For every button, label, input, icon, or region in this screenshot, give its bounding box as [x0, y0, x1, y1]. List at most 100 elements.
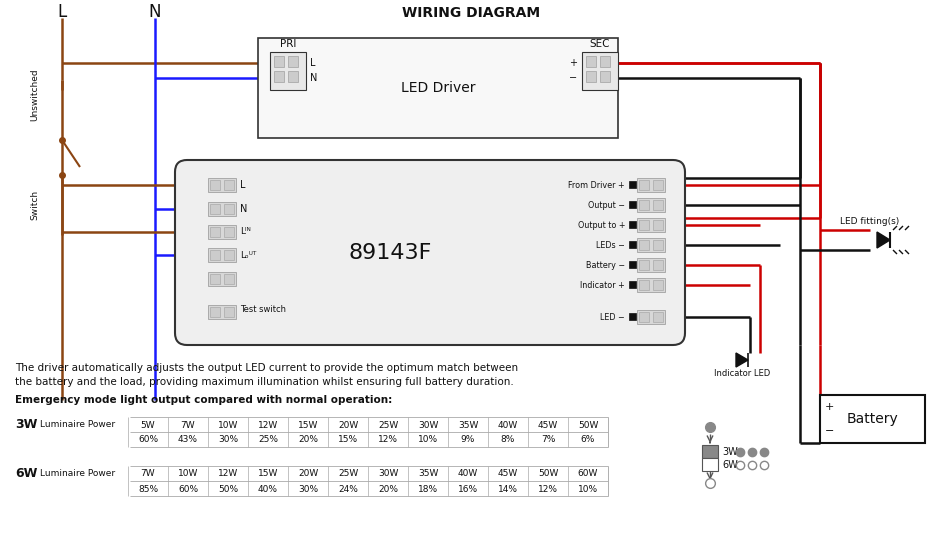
Bar: [653, 260, 663, 270]
Bar: [208, 305, 236, 319]
Text: Battery −: Battery −: [586, 260, 625, 270]
Text: Lᴵᴺ: Lᴵᴺ: [240, 228, 251, 236]
Bar: [224, 250, 234, 260]
Text: 30W: 30W: [378, 469, 398, 479]
Text: 6W: 6W: [15, 467, 38, 480]
Text: 45W: 45W: [538, 421, 558, 429]
Bar: [600, 56, 610, 67]
Polygon shape: [877, 232, 890, 248]
Bar: [629, 281, 636, 288]
FancyBboxPatch shape: [175, 160, 685, 345]
Text: 30%: 30%: [218, 435, 238, 445]
Text: +: +: [569, 58, 577, 68]
Text: LED fitting(s): LED fitting(s): [840, 218, 900, 226]
Text: 15W: 15W: [257, 469, 278, 479]
Text: 3W: 3W: [722, 447, 737, 457]
Text: L: L: [240, 180, 245, 190]
Text: N: N: [310, 73, 318, 83]
Bar: [653, 312, 663, 322]
Bar: [629, 261, 636, 268]
Text: 25%: 25%: [258, 435, 278, 445]
Text: 30%: 30%: [298, 485, 318, 493]
Text: 3W: 3W: [15, 418, 38, 431]
Polygon shape: [736, 353, 748, 367]
Text: 14%: 14%: [498, 485, 518, 493]
Bar: [639, 180, 649, 190]
Text: 12W: 12W: [257, 421, 278, 429]
Text: 12W: 12W: [218, 469, 239, 479]
Bar: [210, 250, 220, 260]
Text: 25W: 25W: [338, 469, 358, 479]
Text: Battery: Battery: [847, 412, 899, 426]
Text: 9%: 9%: [461, 435, 475, 445]
Bar: [210, 274, 220, 284]
Text: Unswitched: Unswitched: [30, 69, 40, 121]
Text: 18%: 18%: [418, 485, 438, 493]
Bar: [210, 204, 220, 214]
Text: 12%: 12%: [538, 485, 558, 493]
Text: 85%: 85%: [138, 485, 158, 493]
Bar: [586, 56, 596, 67]
Bar: [653, 200, 663, 210]
Text: 7%: 7%: [541, 435, 555, 445]
Bar: [629, 221, 636, 228]
Bar: [653, 220, 663, 230]
Bar: [629, 313, 636, 320]
Text: LED −: LED −: [601, 312, 625, 322]
Text: 20%: 20%: [378, 485, 398, 493]
Bar: [637, 178, 665, 192]
Text: LED Driver: LED Driver: [401, 81, 475, 95]
Bar: [639, 280, 649, 290]
Text: Switch: Switch: [30, 190, 40, 220]
Bar: [224, 180, 234, 190]
Text: 20W: 20W: [298, 469, 318, 479]
Text: 60%: 60%: [138, 435, 158, 445]
Text: 20W: 20W: [338, 421, 358, 429]
Bar: [224, 227, 234, 237]
Bar: [224, 307, 234, 317]
Text: the battery and the load, providing maximum illumination whilst ensuring full ba: the battery and the load, providing maxi…: [15, 377, 514, 387]
Text: +: +: [825, 402, 835, 412]
Bar: [637, 310, 665, 324]
Bar: [224, 274, 234, 284]
Text: 5W: 5W: [141, 421, 156, 429]
Text: 6%: 6%: [581, 435, 595, 445]
Text: SEC: SEC: [589, 39, 610, 49]
Text: 10W: 10W: [178, 469, 198, 479]
Bar: [288, 56, 298, 67]
Bar: [637, 198, 665, 212]
Text: 10W: 10W: [218, 421, 239, 429]
Bar: [629, 201, 636, 208]
Bar: [653, 240, 663, 250]
Bar: [629, 181, 636, 188]
Text: Luminaire Power: Luminaire Power: [40, 420, 115, 429]
Text: 7W: 7W: [181, 421, 195, 429]
Bar: [274, 71, 284, 82]
Text: 30W: 30W: [418, 421, 438, 429]
Text: 25W: 25W: [378, 421, 398, 429]
Text: 24%: 24%: [338, 485, 358, 493]
Text: Indicator +: Indicator +: [580, 281, 625, 289]
Text: 7W: 7W: [141, 469, 156, 479]
Text: 20%: 20%: [298, 435, 318, 445]
Text: 40W: 40W: [458, 469, 478, 479]
Text: From Driver +: From Driver +: [569, 181, 625, 189]
Text: The driver automatically adjusts the output LED current to provide the optimum m: The driver automatically adjusts the out…: [15, 363, 518, 373]
Bar: [653, 280, 663, 290]
Bar: [210, 180, 220, 190]
Bar: [208, 272, 236, 286]
Bar: [210, 307, 220, 317]
Bar: [224, 204, 234, 214]
Text: 35W: 35W: [457, 421, 478, 429]
Text: Output to +: Output to +: [577, 220, 625, 230]
Text: 43%: 43%: [178, 435, 198, 445]
Text: PRI: PRI: [280, 39, 296, 49]
Bar: [586, 71, 596, 82]
Bar: [208, 248, 236, 262]
Text: 10%: 10%: [418, 435, 438, 445]
Bar: [582, 52, 618, 90]
Bar: [637, 278, 665, 292]
Text: 50W: 50W: [578, 421, 598, 429]
Bar: [639, 200, 649, 210]
Bar: [702, 445, 718, 458]
